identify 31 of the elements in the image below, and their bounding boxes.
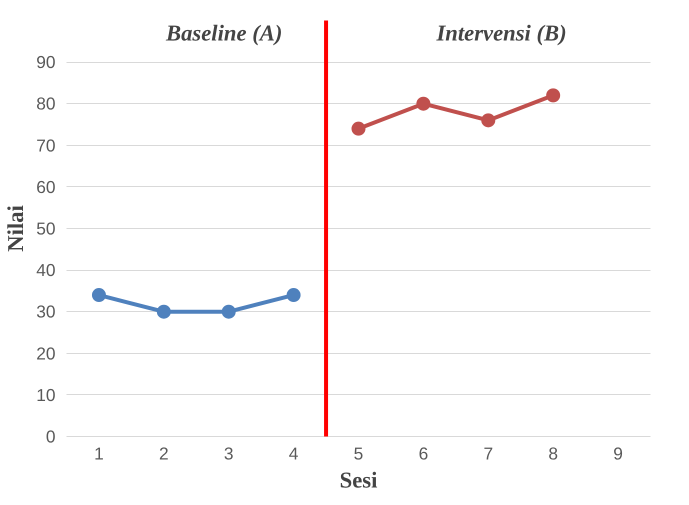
point xyxy=(546,88,560,102)
y-axis-title: Nilai xyxy=(3,205,28,252)
y-tick-label: 50 xyxy=(36,218,56,238)
y-tick-label: 80 xyxy=(36,94,56,114)
x-tick-label: 6 xyxy=(418,444,428,464)
annotation: Intervensi (B) xyxy=(435,20,567,46)
point xyxy=(286,288,301,302)
y-tick-label: 90 xyxy=(36,52,56,72)
y-tick-label: 40 xyxy=(36,260,56,280)
point xyxy=(352,122,366,136)
x-tick-label: 7 xyxy=(483,444,494,464)
x-tick-label: 3 xyxy=(224,444,234,464)
y-tick-label: 60 xyxy=(36,176,56,197)
y-tick-label: 20 xyxy=(36,343,56,364)
y-tick-label: 30 xyxy=(36,302,56,322)
y-tick-label: 70 xyxy=(36,135,56,156)
x-tick-label: 5 xyxy=(354,444,364,464)
point xyxy=(416,96,430,111)
point xyxy=(92,288,106,302)
x-tick-label: 1 xyxy=(94,444,104,464)
point xyxy=(156,304,171,319)
y-tick-label: 0 xyxy=(46,426,56,446)
x-tick-label: 2 xyxy=(159,444,169,464)
x-axis-title: Sesi xyxy=(340,468,378,492)
y-tick-label: 10 xyxy=(36,384,56,405)
point xyxy=(481,113,496,128)
point xyxy=(222,304,236,319)
x-tick-label: 4 xyxy=(288,444,299,464)
x-tick-label: 8 xyxy=(548,444,558,464)
annotation: Baseline (A) xyxy=(164,20,282,46)
x-tick-label: 9 xyxy=(613,444,623,464)
